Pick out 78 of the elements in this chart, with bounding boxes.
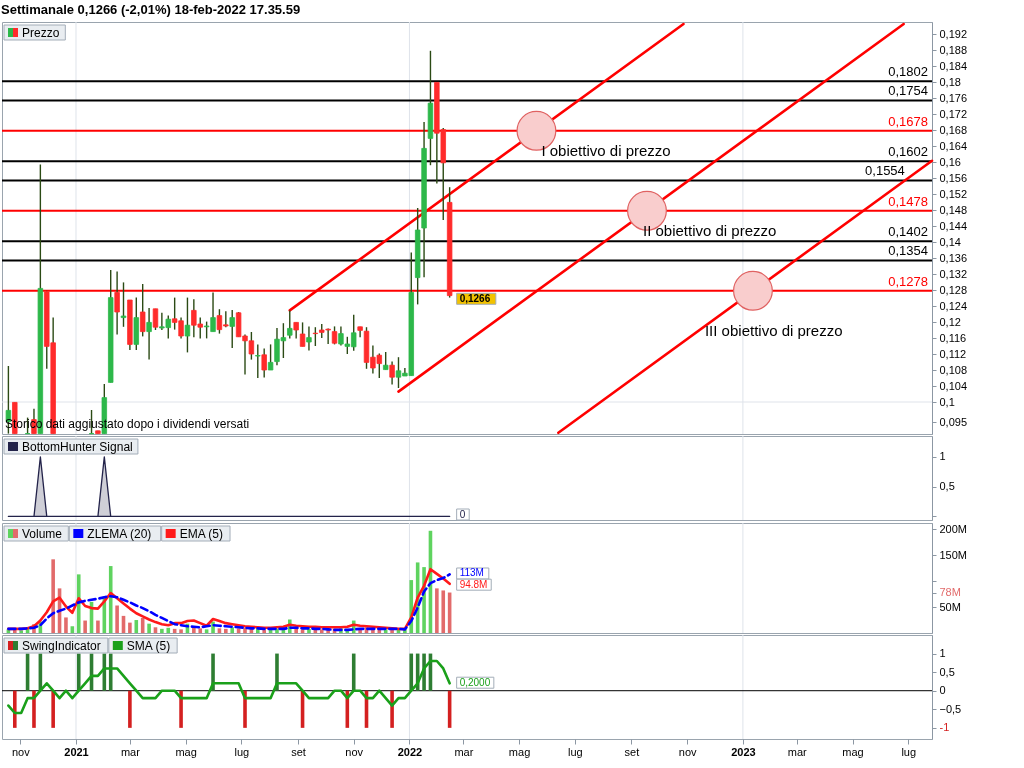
y-tick-label: 0,124 (939, 299, 968, 312)
data-label: 94.8M (459, 578, 488, 590)
legend-label: SwingIndicator (22, 639, 101, 653)
y-tick-label: 1 (939, 647, 946, 660)
x-tick-label: lug (234, 745, 250, 758)
y-tick-label: 0,104 (939, 379, 968, 392)
y-tick-label: 0,1 (939, 395, 955, 408)
y-tick-label: 0,164 (939, 139, 968, 152)
y-tick-label: 0,176 (939, 91, 968, 104)
y-tick-label: 0,136 (939, 251, 968, 264)
y-tick-label: -1 (939, 721, 950, 734)
x-tick-label: nov (11, 745, 31, 758)
y-tick-label: 0,168 (939, 123, 968, 136)
y-tick-label: 0,148 (939, 203, 968, 216)
y-tick-label: 78M (939, 586, 961, 599)
y-tick-label: 0,132 (939, 267, 968, 280)
x-tick-label: mag (508, 745, 531, 758)
y-tick-label: 0,152 (939, 187, 968, 200)
annotation: II obiettivo di prezzo (642, 221, 777, 239)
y-tick-label: 0,188 (939, 43, 968, 56)
ref-line-label: 0,1278 (888, 273, 928, 289)
annotation: III obiettivo di prezzo (704, 321, 843, 339)
data-label: 0,2000 (459, 676, 491, 688)
legend-label: SMA (5) (126, 639, 171, 653)
x-tick-label: mar (120, 745, 141, 758)
y-tick-label: 0,12 (939, 315, 961, 328)
data-label: 0 (459, 508, 466, 520)
y-tick-label: 0,14 (939, 235, 961, 248)
y-tick-label: 0,108 (939, 363, 968, 376)
ref-line-label: 0,1678 (888, 113, 928, 129)
y-tick-label: 0 (939, 684, 946, 697)
y-tick-label: 150M (939, 548, 968, 561)
x-tick-label: set (291, 745, 306, 758)
x-tick-label: mar (787, 745, 808, 758)
ref-line-label: 0,1402 (888, 224, 928, 240)
y-tick-label: 50M (939, 600, 961, 613)
y-tick-label: 0,112 (939, 347, 967, 360)
y-tick-label: 0,192 (939, 27, 968, 40)
legend-label: Volume (22, 527, 63, 541)
ref-line-label: 0,1754 (888, 83, 928, 99)
y-tick-label: 0,184 (939, 59, 968, 72)
x-tick-label: lug (567, 745, 583, 758)
y-tick-label: 0,144 (939, 219, 968, 232)
y-tick-label: 0,18 (939, 75, 961, 88)
y-tick-label: 0,5 (939, 665, 955, 678)
y-tick-label: 0,16 (939, 155, 961, 168)
y-tick-label: 200M (939, 522, 968, 535)
y-tick-label: 0,116 (939, 331, 967, 344)
text: 0,1266 (459, 292, 491, 304)
legend-label: BottomHunter Signal (22, 440, 133, 454)
x-tick-label: mag (175, 745, 197, 758)
x-tick-label: mar (454, 745, 474, 758)
x-tick-label: mag (842, 745, 864, 758)
legend-label: ZLEMA (20) (87, 527, 152, 541)
ref-line-label: 0,1354 (888, 243, 928, 259)
ref-line-label: 0,1478 (888, 193, 928, 209)
x-tick-label: 2023 (731, 745, 756, 758)
x-tick-label: nov (345, 745, 364, 758)
ref-line-label: 0,1554 (865, 163, 905, 179)
chart-title: Settimanale 0,1266 (-2,01%) 18-feb-2022 17.35.59 (1, 1, 301, 17)
legend-label: Prezzo (22, 26, 60, 40)
ref-line-label: 0,1602 (888, 144, 928, 160)
y-tick-label: 1 (939, 450, 946, 463)
y-tick-label: 0,172 (939, 107, 968, 120)
x-tick-label: 2022 (397, 745, 423, 758)
x-tick-label: 2021 (64, 745, 89, 758)
ref-line-label: 0,1802 (888, 64, 928, 80)
x-tick-label: nov (678, 745, 698, 758)
x-tick-label: set (624, 745, 640, 758)
y-tick-label: 0,095 (939, 415, 968, 428)
y-tick-label: 0,156 (939, 171, 968, 184)
y-tick-label: 0,5 (939, 480, 955, 493)
legend-label: EMA (5) (179, 527, 224, 541)
y-tick-label: −0,5 (939, 702, 962, 715)
y-tick-label: 0,128 (939, 283, 968, 296)
data-label: 113M (459, 567, 484, 579)
x-tick-label: lug (901, 745, 917, 758)
annotation: I obiettivo di prezzo (541, 141, 671, 159)
